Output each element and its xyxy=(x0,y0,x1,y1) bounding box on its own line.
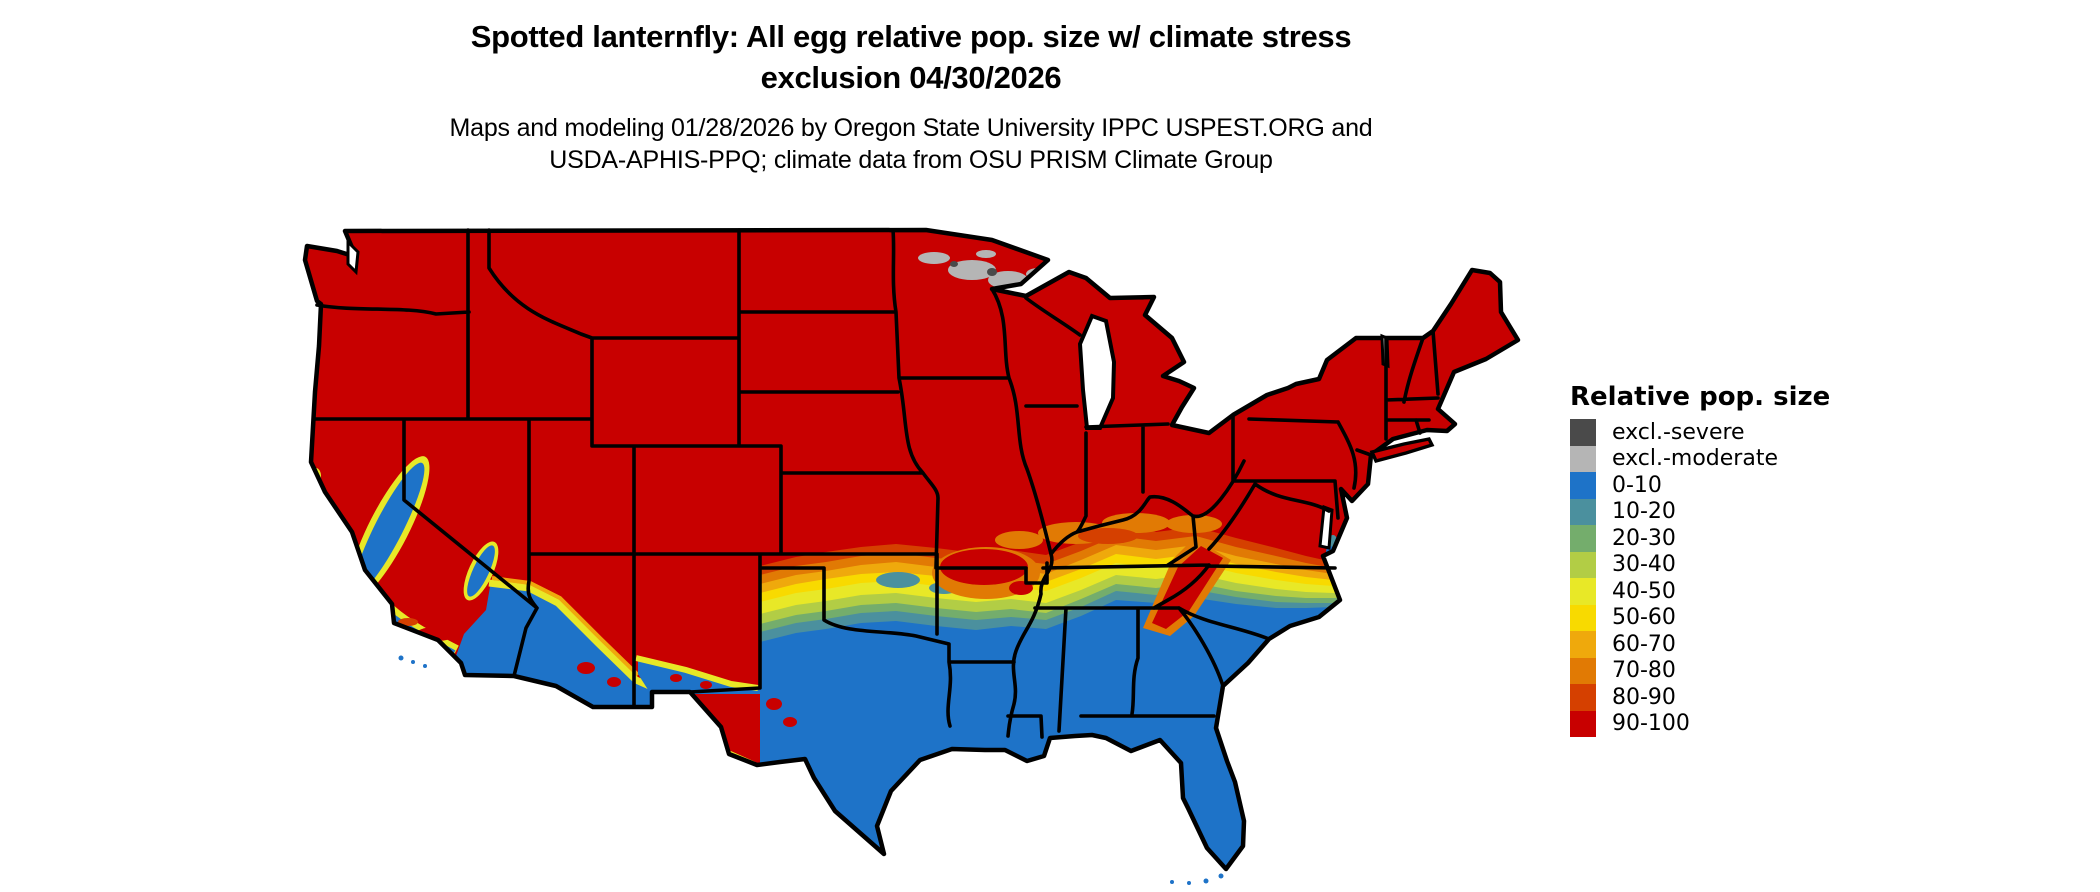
florida-key xyxy=(1218,873,1224,879)
legend-swatch xyxy=(1570,445,1596,472)
legend-swatch xyxy=(1570,604,1596,631)
zone-sky-island xyxy=(766,698,782,710)
puget-sound xyxy=(346,238,360,276)
legend-swatch xyxy=(1570,525,1596,552)
legend-label: 30-40 xyxy=(1612,552,1676,578)
legend-panel: Relative pop. size excl.-severe excl.-mod… xyxy=(1570,382,1830,737)
us-choropleth-map xyxy=(286,226,1536,890)
legend-swatch xyxy=(1570,472,1596,499)
zone-sky-island xyxy=(577,662,595,674)
legend-swatch xyxy=(1570,710,1596,737)
page-title: Spotted lanternfly: All egg relative pop… xyxy=(286,16,1536,98)
legend-label: 40-50 xyxy=(1612,578,1676,604)
legend-label: 80-90 xyxy=(1612,684,1676,710)
zone-sky-island xyxy=(700,681,712,689)
zone-north-coast-speck xyxy=(310,480,318,492)
zone-orange-mottle xyxy=(995,531,1043,549)
zone-southwest-yellow-fringe xyxy=(488,579,656,692)
legend-swatch xyxy=(1570,578,1596,605)
band-0-10 xyxy=(760,598,1376,869)
legend-item: 0-10 xyxy=(1570,472,1830,499)
legend-item: 30-40 xyxy=(1570,551,1830,578)
legend-label: 10-20 xyxy=(1612,499,1676,525)
legend-swatch xyxy=(1570,498,1596,525)
channel-island xyxy=(411,660,415,664)
legend-item: 10-20 xyxy=(1570,498,1830,525)
legend-item: excl.-moderate xyxy=(1570,445,1830,472)
zone-sky-island xyxy=(607,677,621,687)
zone-sky-island xyxy=(670,674,682,682)
zone-southwest-blue xyxy=(456,581,652,726)
channel-island xyxy=(423,664,427,668)
legend-label: 90-100 xyxy=(1612,711,1690,737)
legend-swatch xyxy=(1570,631,1596,658)
legend-swatch xyxy=(1570,419,1596,446)
legend-label: 70-80 xyxy=(1612,658,1676,684)
title-line-2: exclusion 04/30/2026 xyxy=(760,60,1062,95)
state-borders xyxy=(313,228,1440,739)
header: Spotted lanternfly: All egg relative pop… xyxy=(286,16,1536,176)
legend-item: 60-70 xyxy=(1570,631,1830,658)
subtitle-line-2: USDA-APHIS-PPQ; climate data from OSU PR… xyxy=(549,146,1273,174)
zone-southwest-orange-fringe xyxy=(491,576,640,677)
subtitle-line-1: Maps and modeling 01/28/2026 by Oregon S… xyxy=(449,114,1373,142)
chesapeake-bay xyxy=(1318,504,1334,550)
conus-outline xyxy=(302,227,1521,872)
title-line-1: Spotted lanternfly: All egg relative pop… xyxy=(470,19,1352,54)
legend-swatch xyxy=(1570,551,1596,578)
legend-label: 20-30 xyxy=(1612,525,1676,551)
legend-item: excl.-severe xyxy=(1570,419,1830,446)
map-svg xyxy=(302,227,1521,885)
legend-label: excl.-severe xyxy=(1612,419,1745,445)
florida-key xyxy=(1170,880,1174,884)
legend-label: 0-10 xyxy=(1612,472,1662,498)
zone-central-valley-blue xyxy=(353,462,425,594)
legend-item: 90-100 xyxy=(1570,710,1830,737)
zone-excl-moderate xyxy=(976,250,996,258)
legend-item: 20-30 xyxy=(1570,525,1830,552)
legend-swatch xyxy=(1570,657,1596,684)
map-subtitle: Maps and modeling 01/28/2026 by Oregon S… xyxy=(286,112,1536,176)
legend-rows: excl.-severe excl.-moderate 0-10 10-20 20-30… xyxy=(1570,419,1830,737)
zone-death-valley-blue xyxy=(467,545,495,597)
florida-key xyxy=(1187,881,1191,885)
legend-label: excl.-moderate xyxy=(1612,446,1778,472)
legend-item: 80-90 xyxy=(1570,684,1830,711)
zone-excl-severe xyxy=(987,268,997,276)
zone-excl-severe xyxy=(950,261,958,267)
channel-island xyxy=(398,655,404,661)
legend-item: 40-50 xyxy=(1570,578,1830,605)
florida-key xyxy=(1203,878,1209,884)
zone-orange-mottle xyxy=(1102,513,1170,533)
legend-item: 50-60 xyxy=(1570,604,1830,631)
zone-excl-moderate xyxy=(948,260,996,280)
long-island xyxy=(1369,437,1435,464)
zone-teal-pocket xyxy=(876,572,920,588)
legend-title: Relative pop. size xyxy=(1570,382,1831,412)
zone-sky-island xyxy=(783,717,797,727)
zone-transverse-range xyxy=(398,618,418,626)
legend-label: 50-60 xyxy=(1612,605,1676,631)
legend-swatch xyxy=(1570,684,1596,711)
legend-label: 60-70 xyxy=(1612,631,1676,657)
zone-excl-moderate xyxy=(918,252,950,264)
legend-item: 70-80 xyxy=(1570,657,1830,684)
zone-new-mexico-yellow-fringe xyxy=(635,655,759,691)
zone-orange-mottle xyxy=(1078,528,1138,544)
lake-michigan xyxy=(1077,313,1117,430)
